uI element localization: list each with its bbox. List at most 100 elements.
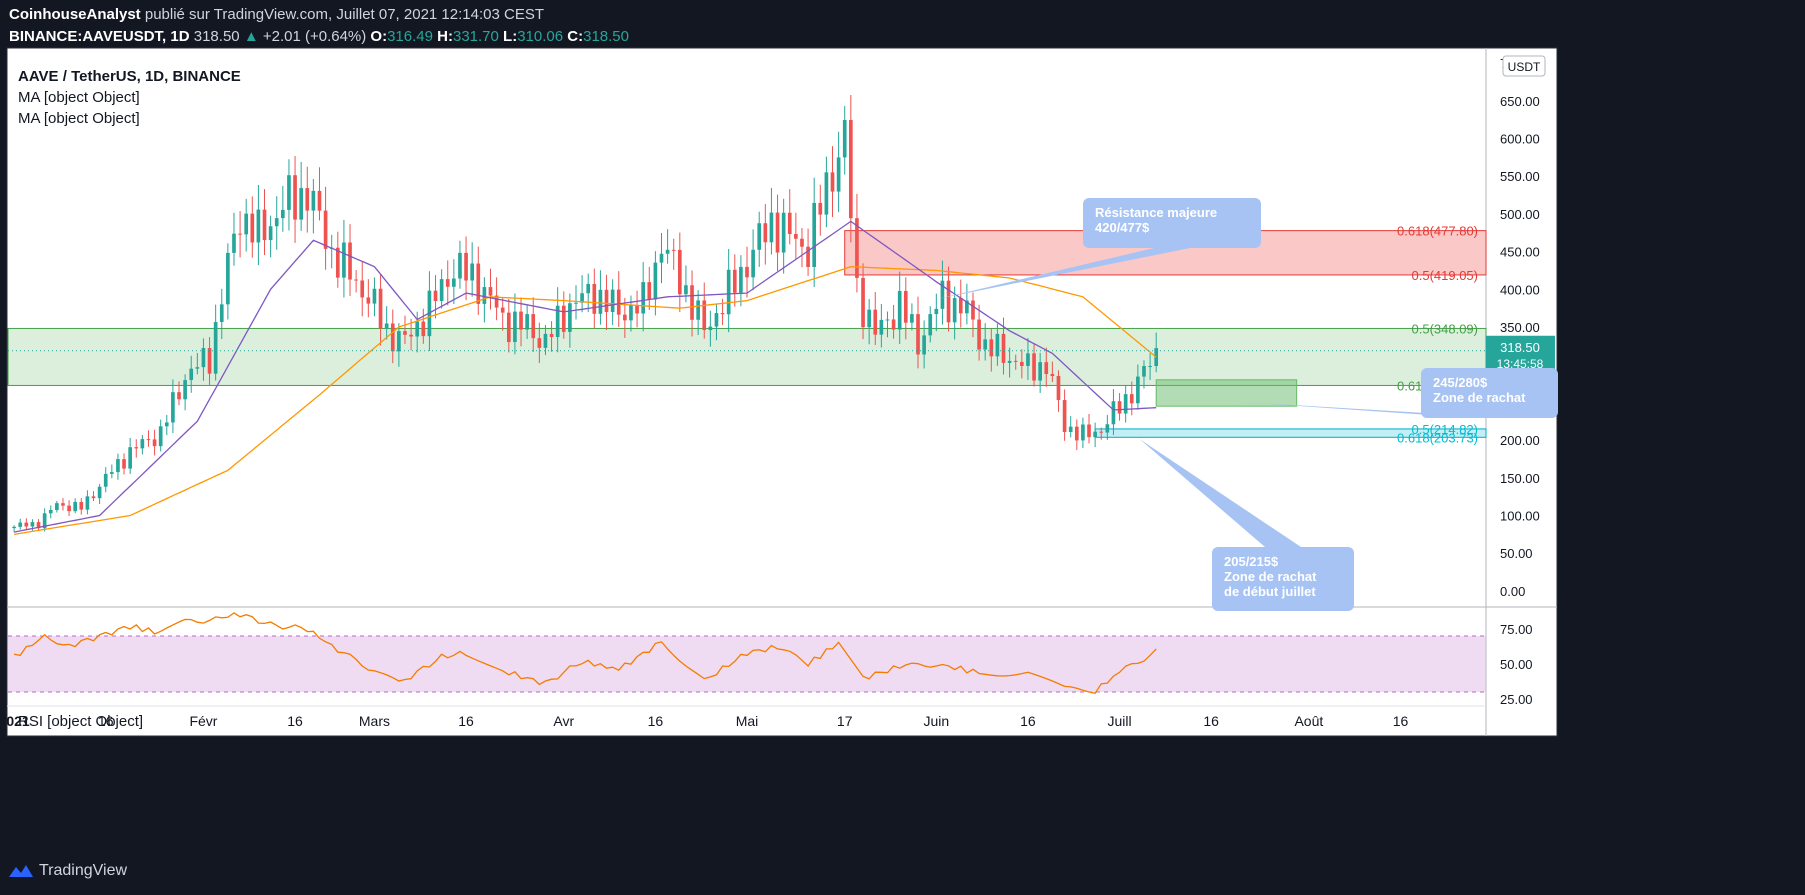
open-value: 316.49 [387,28,433,45]
candle-body [745,266,749,278]
last-price: 318.50 [193,28,240,45]
candle-body [513,311,517,343]
candle-body [543,333,548,348]
callout-text-2-1: Zone de rachat [1224,569,1317,584]
callout-text-0-0: Résistance majeure [1095,205,1217,220]
y-tick-6: 400.00 [1500,282,1540,297]
candle-body [531,314,536,339]
candle-body [360,280,365,298]
candle-body [372,288,377,304]
currency-label: USDT [1508,60,1541,74]
candle-body [989,339,994,357]
candle-body [928,314,933,336]
footer: TradingView [9,862,127,880]
zone-support [7,327,1487,386]
close-value: 318.50 [583,28,629,45]
candle-body [958,298,963,314]
candle-body [109,472,114,474]
candle-body [720,313,725,315]
candle-body [1081,424,1085,441]
rsi-tick-1: 50.00 [1500,657,1533,672]
candle-body [128,447,132,469]
candle-body [757,223,762,250]
y-tick-4: 500.00 [1500,207,1540,222]
candle-body [183,380,187,400]
candle-body [769,212,774,243]
candle-body [55,503,59,510]
x-tick-0: 2021 [0,713,30,729]
symbol-label[interactable]: BINANCE:AAVEUSDT, 1D [9,28,190,45]
candle-body [763,223,768,243]
header-line-1: CoinhouseAnalyst publié sur TradingView.… [9,6,544,23]
candle-body [586,283,591,294]
candle-body [897,290,902,330]
candle-body [574,302,578,304]
candle-body [971,300,975,320]
fib-label-5: 0.618(203.73) [1397,430,1478,445]
currency-badge [1502,55,1546,77]
x-tick-10: Juin [923,713,949,729]
x-tick-14: Août [1294,713,1323,729]
candle-body [836,157,841,192]
x-tick-15: 16 [1393,713,1409,729]
candle-body [97,486,102,499]
candle-body [751,249,755,278]
candle-body [1105,424,1110,433]
callout-box-2 [1212,547,1354,611]
callout-text-2-0: 205/215$ [1224,554,1279,569]
legend-rsi: RSI [object Object] [18,713,143,730]
candle-body [842,120,847,158]
candle-body [201,348,206,368]
candle-body [403,331,407,335]
fib-label-2: 0.5(348.09) [1412,321,1479,336]
candle-body [537,338,542,348]
candle-body [653,262,658,300]
candle-body [73,501,78,512]
footer-brand[interactable]: TradingView [39,862,128,879]
x-tick-1: 16 [98,713,114,729]
legend-main: AAVE / TetherUS, 1D, BINANCE [18,68,241,85]
candle-body [787,212,792,234]
candle-body [806,246,810,268]
candle-body [61,503,65,506]
x-tick-11: 16 [1020,713,1036,729]
candle-body [604,289,609,312]
candle-body [140,439,145,449]
tradingview-logo-icon [9,865,33,877]
candle-body [665,249,670,254]
candle-body [311,190,316,211]
candle-body [1050,373,1055,377]
x-tick-12: Juill [1107,713,1131,729]
candle-body [171,392,175,423]
candle-body [506,312,511,343]
candle-body [677,249,682,295]
candle-body [891,319,896,330]
candle-body [903,290,908,323]
rsi-tick-0: 75.00 [1500,622,1533,637]
candle-body [983,339,988,350]
candle-body [708,326,713,331]
candle-body [1044,362,1049,374]
candle-body [549,333,554,338]
callout-pointer-1 [1232,401,1508,418]
author-name[interactable]: CoinhouseAnalyst [9,6,141,23]
candle-body [122,459,126,469]
rsi-line [13,612,1157,695]
y-tick-10: 200.00 [1500,433,1540,448]
candle-body [335,247,340,278]
candle-body [488,287,493,296]
candle-body [800,238,804,247]
candle-body [726,269,731,315]
candle-body [1068,426,1073,432]
candle-body [922,335,926,355]
candle-body [195,367,200,369]
candle-body [1020,361,1024,366]
candle-body [739,266,743,293]
candle-body [1136,376,1140,404]
candle-body [433,290,438,301]
candle-body [818,202,823,215]
candle-body [79,501,84,510]
countdown-value: 13:45:58 [1497,357,1544,371]
legend-ma1: MA [object Object] [18,89,140,106]
